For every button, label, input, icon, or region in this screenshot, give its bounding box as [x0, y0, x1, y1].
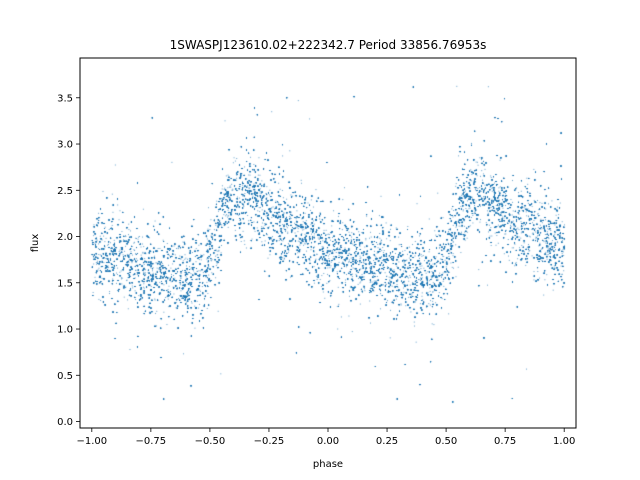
x-tick-label: 0.25	[376, 436, 398, 447]
y-tick-label: 1.0	[57, 325, 73, 336]
x-axis-label: phase	[313, 459, 343, 470]
x-tick-label: 1.00	[553, 436, 575, 447]
y-tick-label: 1.5	[57, 278, 73, 289]
y-tick-label: 2.0	[57, 232, 73, 243]
y-tick-label: 3.5	[57, 93, 73, 104]
y-tick-label: 0.5	[57, 371, 73, 382]
y-tick-label: 3.0	[57, 140, 73, 151]
x-tick-label: −0.75	[136, 436, 167, 447]
y-axis: 0.0 0.5 1.0 1.5 2.0 2.5 3.0 3.5	[57, 93, 80, 428]
x-tick-label: −1.00	[76, 436, 107, 447]
x-tick-label: 0.75	[494, 436, 516, 447]
x-tick-label: 0.50	[435, 436, 457, 447]
y-tick-label: 0.0	[57, 417, 73, 428]
y-axis-label: flux	[30, 234, 41, 253]
chart-title: 1SWASPJ123610.02+222342.7 Period 33856.7…	[170, 38, 487, 52]
y-tick-label: 2.5	[57, 186, 73, 197]
scatter-points	[80, 58, 576, 428]
scatter-point-cloud	[80, 58, 576, 428]
x-tick-label: 0.00	[317, 436, 339, 447]
x-axis: −1.00 −0.75 −0.50 −0.25 0.00 0.25 0.50 0.75 1.00	[76, 428, 575, 447]
x-tick-label: −0.25	[254, 436, 285, 447]
x-tick-label: −0.50	[195, 436, 226, 447]
